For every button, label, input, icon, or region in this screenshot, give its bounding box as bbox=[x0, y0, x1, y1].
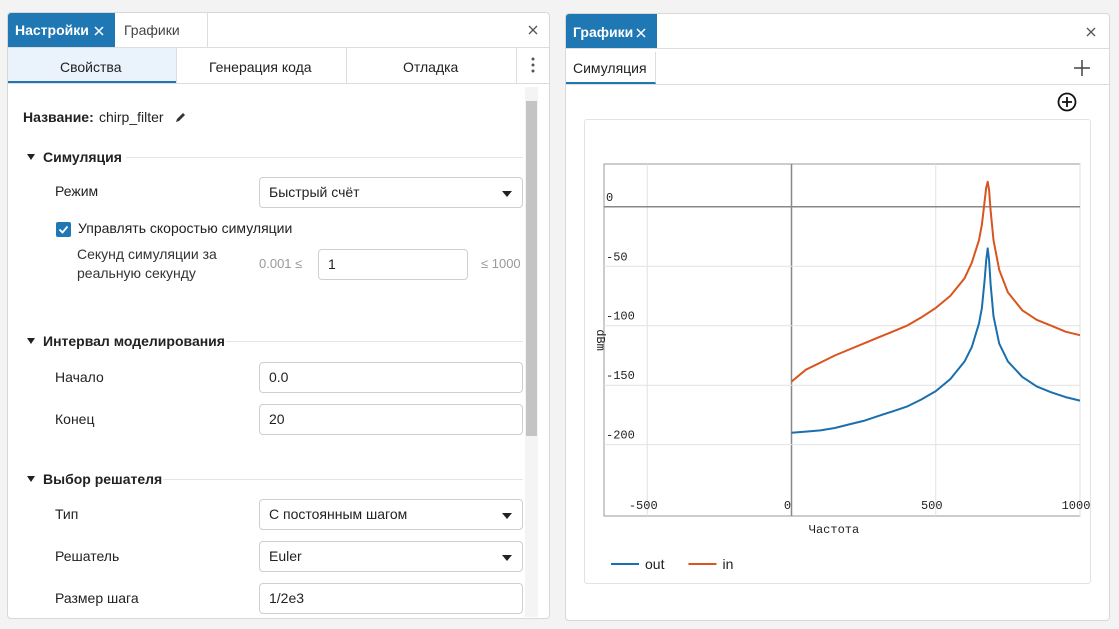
collapse-icon[interactable] bbox=[27, 154, 35, 160]
y-tick-label: -150 bbox=[606, 369, 635, 383]
tab-label[interactable]: Настройки bbox=[15, 22, 89, 38]
section-title[interactable]: Интервал моделирования bbox=[43, 333, 225, 349]
field-label: Режим bbox=[55, 183, 99, 199]
input-value: 1/2e3 bbox=[269, 590, 305, 606]
chart-card bbox=[584, 119, 1091, 584]
line bbox=[790, 180, 1081, 383]
select-value: Euler bbox=[269, 548, 302, 564]
subtab[interactable] bbox=[176, 48, 347, 83]
divider bbox=[8, 47, 549, 48]
subtab-label[interactable]: Свойства bbox=[60, 59, 122, 75]
input[interactable]: 1/2e3 bbox=[259, 583, 523, 614]
line bbox=[791, 247, 1081, 434]
select[interactable]: Быстрый счёт bbox=[259, 177, 523, 208]
x-tick-label: 1000 bbox=[1062, 499, 1091, 513]
input[interactable]: 20 bbox=[259, 404, 523, 435]
y-tick-label: 0 bbox=[606, 191, 613, 205]
plot-area bbox=[603, 163, 1081, 517]
divider bbox=[8, 83, 549, 84]
section-line bbox=[126, 157, 523, 158]
section-title[interactable]: Выбор решателя bbox=[43, 471, 163, 487]
min-label: 0.001 ≤ bbox=[259, 256, 303, 271]
select-value: С постоянным шагом bbox=[269, 506, 408, 522]
subtab-label[interactable]: Генерация кода bbox=[209, 59, 312, 75]
divider bbox=[566, 48, 1109, 49]
select-value: Быстрый счёт bbox=[269, 184, 360, 200]
legend-label: in bbox=[722, 556, 733, 572]
input-value: 0.0 bbox=[269, 369, 289, 385]
divider bbox=[566, 84, 1109, 85]
field-label: Конец bbox=[55, 411, 95, 427]
tab-close[interactable] bbox=[94, 26, 104, 36]
active-subtab[interactable] bbox=[8, 48, 176, 83]
collapse-icon[interactable] bbox=[27, 338, 35, 344]
tab-close[interactable] bbox=[636, 28, 646, 38]
x-tick-label: -500 bbox=[629, 499, 658, 513]
panel-close[interactable] bbox=[528, 25, 538, 35]
panel-close[interactable] bbox=[1086, 27, 1096, 37]
field-label: Размер шага bbox=[55, 590, 139, 606]
input[interactable]: 0.0 bbox=[259, 362, 523, 393]
edit-icon[interactable] bbox=[174, 111, 187, 124]
legend-label: out bbox=[645, 556, 665, 572]
collapse-icon[interactable] bbox=[27, 476, 35, 482]
select[interactable]: Euler bbox=[259, 541, 523, 572]
tab-label[interactable]: Графики bbox=[573, 24, 634, 40]
tab[interactable] bbox=[115, 13, 208, 47]
input[interactable]: 1 bbox=[318, 249, 468, 280]
active-tab[interactable] bbox=[566, 14, 657, 48]
zoom-button[interactable] bbox=[1057, 92, 1077, 112]
y-axis-label: dBm bbox=[593, 329, 607, 351]
add-button[interactable] bbox=[1074, 60, 1090, 76]
x-tick-label: 500 bbox=[921, 499, 943, 513]
divider bbox=[516, 48, 517, 83]
input-value: 20 bbox=[269, 411, 285, 427]
name-label: Название: bbox=[23, 109, 94, 125]
checkbox-label[interactable]: Управлять скоростью симуляции bbox=[78, 220, 293, 236]
tab-label[interactable]: Графики bbox=[124, 22, 180, 38]
field-label: Секунд симуляции за bbox=[77, 246, 217, 262]
field-label: Тип bbox=[55, 506, 79, 522]
select[interactable]: С постоянным шагом bbox=[259, 499, 523, 530]
settings-panel: Настройки Графики Свойства Генерация код… bbox=[7, 12, 550, 619]
menu[interactable] bbox=[530, 57, 536, 73]
subtab-label[interactable]: Симуляция bbox=[573, 60, 647, 76]
name-value: chirp_filter bbox=[99, 109, 164, 125]
section-title[interactable]: Симуляция bbox=[43, 149, 122, 165]
input-value: 1 bbox=[328, 256, 336, 272]
section-line bbox=[163, 479, 523, 480]
x-axis-label: Частота bbox=[809, 523, 859, 537]
field-label: Начало bbox=[55, 369, 104, 385]
section-line bbox=[226, 341, 523, 342]
y-tick-label: -50 bbox=[606, 250, 628, 264]
subtab-label[interactable]: Отладка bbox=[403, 59, 459, 75]
max-label: ≤ 1000 bbox=[481, 256, 521, 271]
y-tick-label: -100 bbox=[606, 310, 635, 324]
field-label: реальную секунду bbox=[77, 265, 196, 281]
y-tick-label: -200 bbox=[606, 429, 635, 443]
x-tick-label: 0 bbox=[784, 499, 791, 513]
checkbox[interactable] bbox=[56, 222, 71, 237]
scroll-thumb[interactable] bbox=[526, 101, 537, 436]
active-subtab[interactable] bbox=[566, 52, 656, 84]
field-label: Решатель bbox=[55, 548, 120, 564]
